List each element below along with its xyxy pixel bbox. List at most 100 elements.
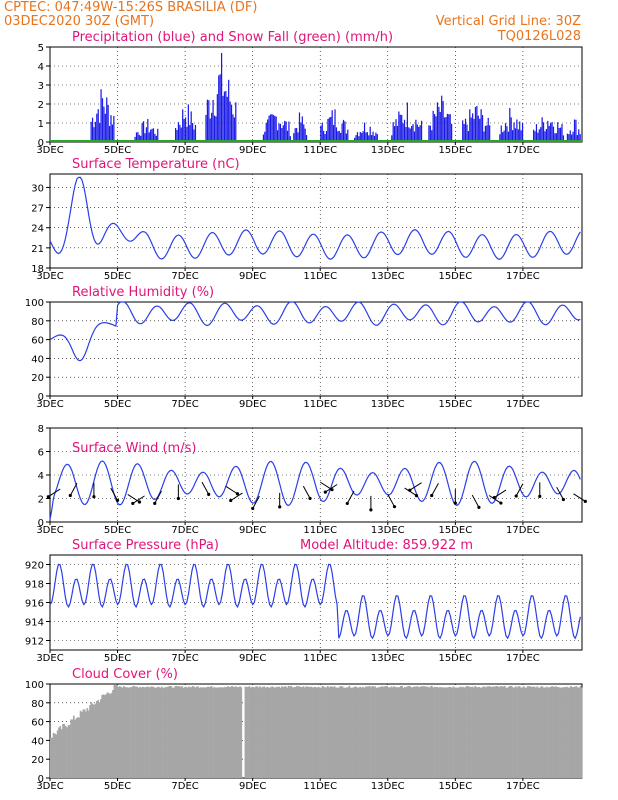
- cloud-bar: [366, 686, 368, 778]
- cloud-bar: [121, 687, 124, 778]
- plot-frame: [49, 427, 583, 523]
- cloud-bar: [339, 686, 341, 778]
- cloud-bar: [316, 687, 318, 778]
- precip-bar: [413, 131, 416, 142]
- precip-bar: [446, 113, 448, 142]
- precip-bar: [372, 131, 374, 142]
- cloud-bar: [485, 687, 487, 778]
- cloud-bar: [489, 686, 491, 778]
- cloud-bar: [317, 686, 320, 778]
- cloud-bar: [321, 685, 324, 778]
- precip-bar: [431, 130, 433, 142]
- precip-bar: [97, 109, 99, 142]
- cloud-bar: [360, 687, 363, 778]
- precip-bar: [344, 121, 346, 142]
- precip-bar: [396, 125, 399, 142]
- precip-bar: [442, 101, 444, 142]
- precip-bar: [218, 75, 220, 142]
- wind-arrow: [515, 483, 524, 497]
- cloud-bar: [97, 699, 99, 778]
- cloud-bar: [190, 687, 193, 778]
- cloud-bar: [420, 686, 422, 778]
- cloud-bar: [122, 686, 125, 778]
- wind-arrow-head: [538, 494, 542, 498]
- x-tick-label: 5DEC: [104, 781, 131, 792]
- precip-bar: [330, 116, 332, 142]
- cloud-bar: [458, 687, 460, 778]
- cloud-bar: [551, 686, 553, 778]
- cloud-bar: [356, 687, 359, 778]
- cloud-bar: [156, 686, 159, 778]
- cloud-bar: [217, 687, 220, 778]
- cloud-bar: [226, 686, 229, 778]
- cloud-bar: [358, 687, 360, 778]
- precip-bar: [489, 125, 491, 142]
- cloud-bar: [199, 687, 202, 778]
- precip-bar: [286, 130, 289, 142]
- cloud-bar: [286, 687, 289, 778]
- precip-bar: [111, 124, 114, 142]
- panel-title: Relative Humidity (%): [72, 285, 214, 300]
- x-tick-label: 3DEC: [36, 399, 63, 410]
- cloud-bar: [393, 686, 395, 778]
- wind-arrow: [573, 493, 586, 502]
- cloud-bar: [313, 686, 316, 778]
- precip-bar: [561, 123, 563, 142]
- cloud-bar: [141, 686, 144, 778]
- cloud-bar: [63, 724, 66, 778]
- precip-bar: [441, 95, 443, 142]
- cloud-bar: [149, 686, 152, 778]
- precip-bar: [141, 123, 143, 142]
- cloud-bar: [175, 685, 178, 778]
- cloud-bar: [158, 686, 160, 778]
- precip-bar: [220, 53, 223, 142]
- cloud-bar: [67, 725, 70, 778]
- x-tick-label: 17DEC: [506, 525, 540, 536]
- precip-bar: [573, 119, 576, 142]
- precip-bar: [104, 113, 106, 142]
- precip-bar: [358, 136, 360, 142]
- cloud-bar: [471, 686, 474, 778]
- cloud-bar: [445, 687, 448, 778]
- precip-bar: [174, 128, 177, 142]
- precip-bar: [406, 102, 408, 142]
- wind-arrow-head: [492, 495, 496, 500]
- panel-pressure: 3DEC 5DEC 7DEC 9DEC 11DEC 13DEC 15DEC 17DEC 912 9…: [25, 538, 583, 664]
- cloud-bar: [127, 687, 129, 778]
- station-header: CPTEC: 047:49W-15:26S BRASILIA (DF): [4, 0, 257, 15]
- precip-bar: [209, 118, 211, 142]
- precip-bar: [137, 132, 139, 142]
- x-tick-label: 15DEC: [438, 525, 472, 536]
- cloud-bar: [254, 687, 256, 778]
- precip-bar: [521, 122, 524, 142]
- precip-bar: [466, 124, 468, 142]
- run-date: 03DEC2020 30Z (GMT): [4, 14, 154, 29]
- cloud-bar: [239, 686, 241, 778]
- wind-arrow-head: [235, 492, 240, 496]
- precip-bar: [362, 131, 364, 142]
- cloud-bar: [482, 686, 485, 778]
- cloud-bar: [294, 687, 297, 778]
- precip-bar: [262, 134, 265, 142]
- panel-title: Surface Temperature (nC): [72, 157, 240, 172]
- precip-bar: [512, 130, 514, 142]
- cloud-bar: [87, 710, 90, 778]
- cloud-bar: [276, 686, 279, 778]
- cloud-bar: [518, 686, 521, 778]
- x-tick-label: 15DEC: [438, 145, 472, 156]
- precip-bar: [274, 115, 276, 142]
- cloud-bar: [413, 686, 416, 778]
- cloud-bar: [221, 687, 224, 778]
- precip-bar: [298, 112, 301, 142]
- cloud-bar: [372, 686, 375, 778]
- precip-bar: [571, 134, 573, 142]
- cloud-bar: [268, 687, 271, 778]
- precip-bar: [150, 129, 152, 142]
- y-tick-label: 60: [31, 718, 44, 729]
- precip-bar: [176, 129, 178, 142]
- precip-bar: [544, 131, 546, 142]
- cloud-bar: [552, 686, 555, 778]
- cloud-bar: [70, 719, 72, 778]
- precip-bar: [321, 122, 323, 142]
- cloud-bar: [348, 685, 351, 778]
